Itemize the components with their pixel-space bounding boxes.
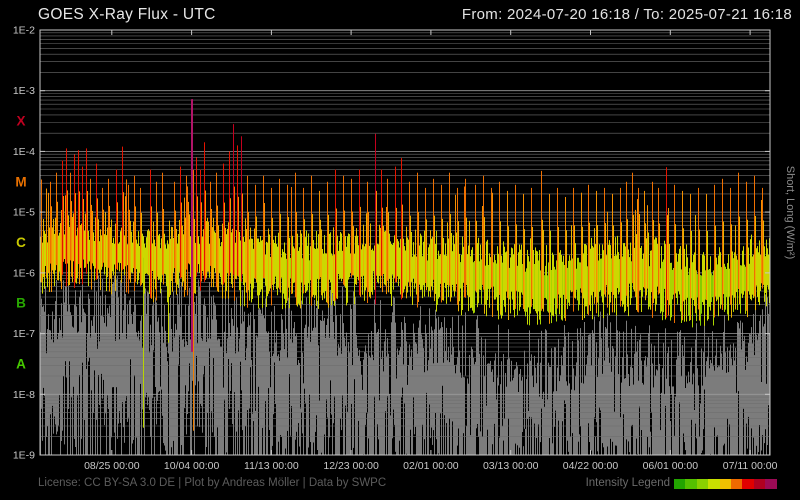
page-title: GOES X-Ray Flux - UTC — [38, 6, 216, 23]
svg-text:03/13 00:00: 03/13 00:00 — [483, 460, 539, 472]
legend-swatch — [753, 479, 766, 489]
svg-text:07/11 00:00: 07/11 00:00 — [723, 460, 778, 472]
legend-swatch — [742, 479, 754, 489]
svg-text:A: A — [16, 356, 26, 371]
log-gridlines — [40, 29, 770, 456]
anomaly-bars — [143, 99, 194, 431]
legend-swatch — [696, 479, 709, 489]
svg-text:1E-6: 1E-6 — [13, 267, 35, 279]
legend-swatch — [765, 479, 777, 489]
license-credit-text: License: CC BY-SA 3.0 DE | Plot by Andre… — [38, 477, 387, 489]
intensity-legend-gradient — [674, 479, 777, 489]
intensity-legend-label: Intensity Legend — [585, 477, 670, 489]
legend-swatch — [708, 479, 720, 489]
legend-swatch — [685, 479, 697, 489]
svg-text:1E-2: 1E-2 — [13, 25, 35, 37]
date-range-label: From: 2024-07-20 16:18 / To: 2025-07-21 … — [461, 6, 792, 23]
axis-frame-and-ticks — [39, 29, 771, 456]
svg-text:10/04 00:00: 10/04 00:00 — [164, 460, 220, 472]
svg-text:1E-5: 1E-5 — [13, 207, 35, 219]
svg-text:11/13 00:00: 11/13 00:00 — [244, 460, 299, 472]
legend-swatch — [674, 479, 686, 489]
legend-swatch — [730, 479, 743, 489]
svg-text:1E-3: 1E-3 — [13, 85, 35, 97]
svg-text:X: X — [16, 114, 25, 129]
svg-text:B: B — [16, 296, 26, 311]
svg-text:1E-9: 1E-9 — [13, 450, 35, 462]
svg-text:Short, Long (W/m²): Short, Long (W/m²) — [784, 166, 796, 260]
legend-swatch — [719, 479, 731, 489]
svg-text:12/23 00:00: 12/23 00:00 — [323, 460, 379, 472]
svg-text:08/25 00:00: 08/25 00:00 — [84, 460, 140, 472]
svg-text:04/22 00:00: 04/22 00:00 — [563, 460, 619, 472]
axis-labels: 1E-2 1E-3 1E-4 1E-5 1E-6 1E-7 1E-8 1E-9 X M C B A 08/… — [13, 25, 796, 473]
svg-text:1E-7: 1E-7 — [13, 328, 35, 340]
svg-text:M: M — [15, 174, 26, 189]
svg-text:C: C — [16, 235, 26, 250]
svg-text:02/01 00:00: 02/01 00:00 — [403, 460, 459, 472]
svg-text:1E-8: 1E-8 — [13, 389, 35, 401]
svg-text:06/01 00:00: 06/01 00:00 — [643, 460, 699, 472]
svg-text:1E-4: 1E-4 — [13, 146, 35, 158]
